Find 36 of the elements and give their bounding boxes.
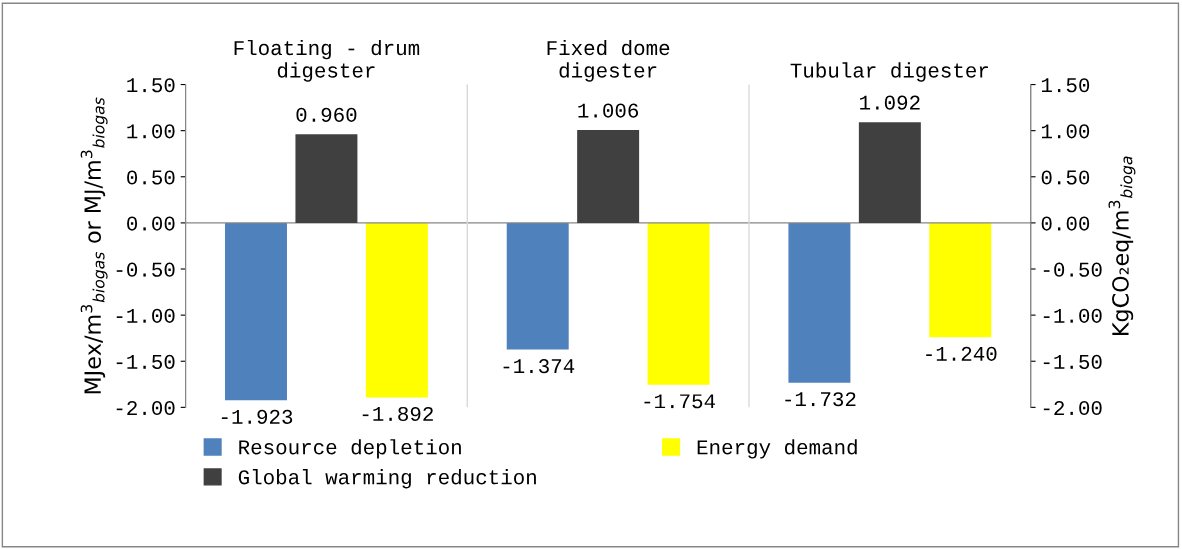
data-label: -1.923 (221, 409, 293, 424)
y2-tick-label: -0.50 (1043, 262, 1102, 277)
data-label: -1.732 (785, 392, 856, 407)
y2-tick-label: 0.50 (1041, 170, 1090, 185)
bar (577, 130, 640, 223)
y2-tick-label: -1.50 (1043, 354, 1102, 369)
y2-tick-label: -2.00 (1043, 400, 1102, 416)
data-label: -1.240 (926, 346, 997, 361)
data-label: 1.092 (860, 95, 920, 110)
y-tick-label: -1.00 (116, 308, 175, 323)
y-tick-label: 1.00 (127, 124, 175, 139)
x-tick-label: Fixed dome digester (547, 39, 670, 82)
legend-label: Resource depletion (239, 439, 461, 459)
data-label: -1.374 (503, 359, 575, 374)
bar (295, 134, 358, 223)
y-axis-title: MJex/m$^{3}$$_{biogas}$ or MJ/m$^{3}$$_{biogas}$ (80, 97, 108, 394)
y2-axis-title: KgCO₂eq/m$^{3}$$_{bioga}$ (1108, 156, 1136, 335)
y2-tick-label: 1.00 (1041, 124, 1090, 139)
data-label: 1.006 (578, 103, 639, 118)
y2-tick-label: -1.00 (1043, 308, 1102, 323)
y-tick-label: 1.50 (127, 78, 175, 93)
y-tick-label: 0.50 (127, 170, 175, 185)
y2-tick-label: 1.50 (1041, 78, 1090, 93)
data-label: -1.892 (362, 406, 433, 422)
x-tick-label: Floating - drum digester (234, 39, 420, 82)
bar (858, 122, 921, 223)
y2-tick-label: 0.00 (1041, 216, 1090, 231)
y-tick-label: 0.00 (127, 216, 175, 231)
y-tick-label: -1.50 (116, 354, 175, 369)
y-tick-label: -2.00 (116, 400, 175, 416)
legend-label: Energy demand (697, 439, 857, 459)
data-label: 0.960 (296, 107, 357, 122)
legend-label: Global warming reduction (238, 469, 536, 489)
y-tick-label: -0.50 (116, 262, 175, 277)
x-tick-label: Tubular digester (790, 62, 988, 82)
data-label: -1.754 (644, 394, 716, 409)
